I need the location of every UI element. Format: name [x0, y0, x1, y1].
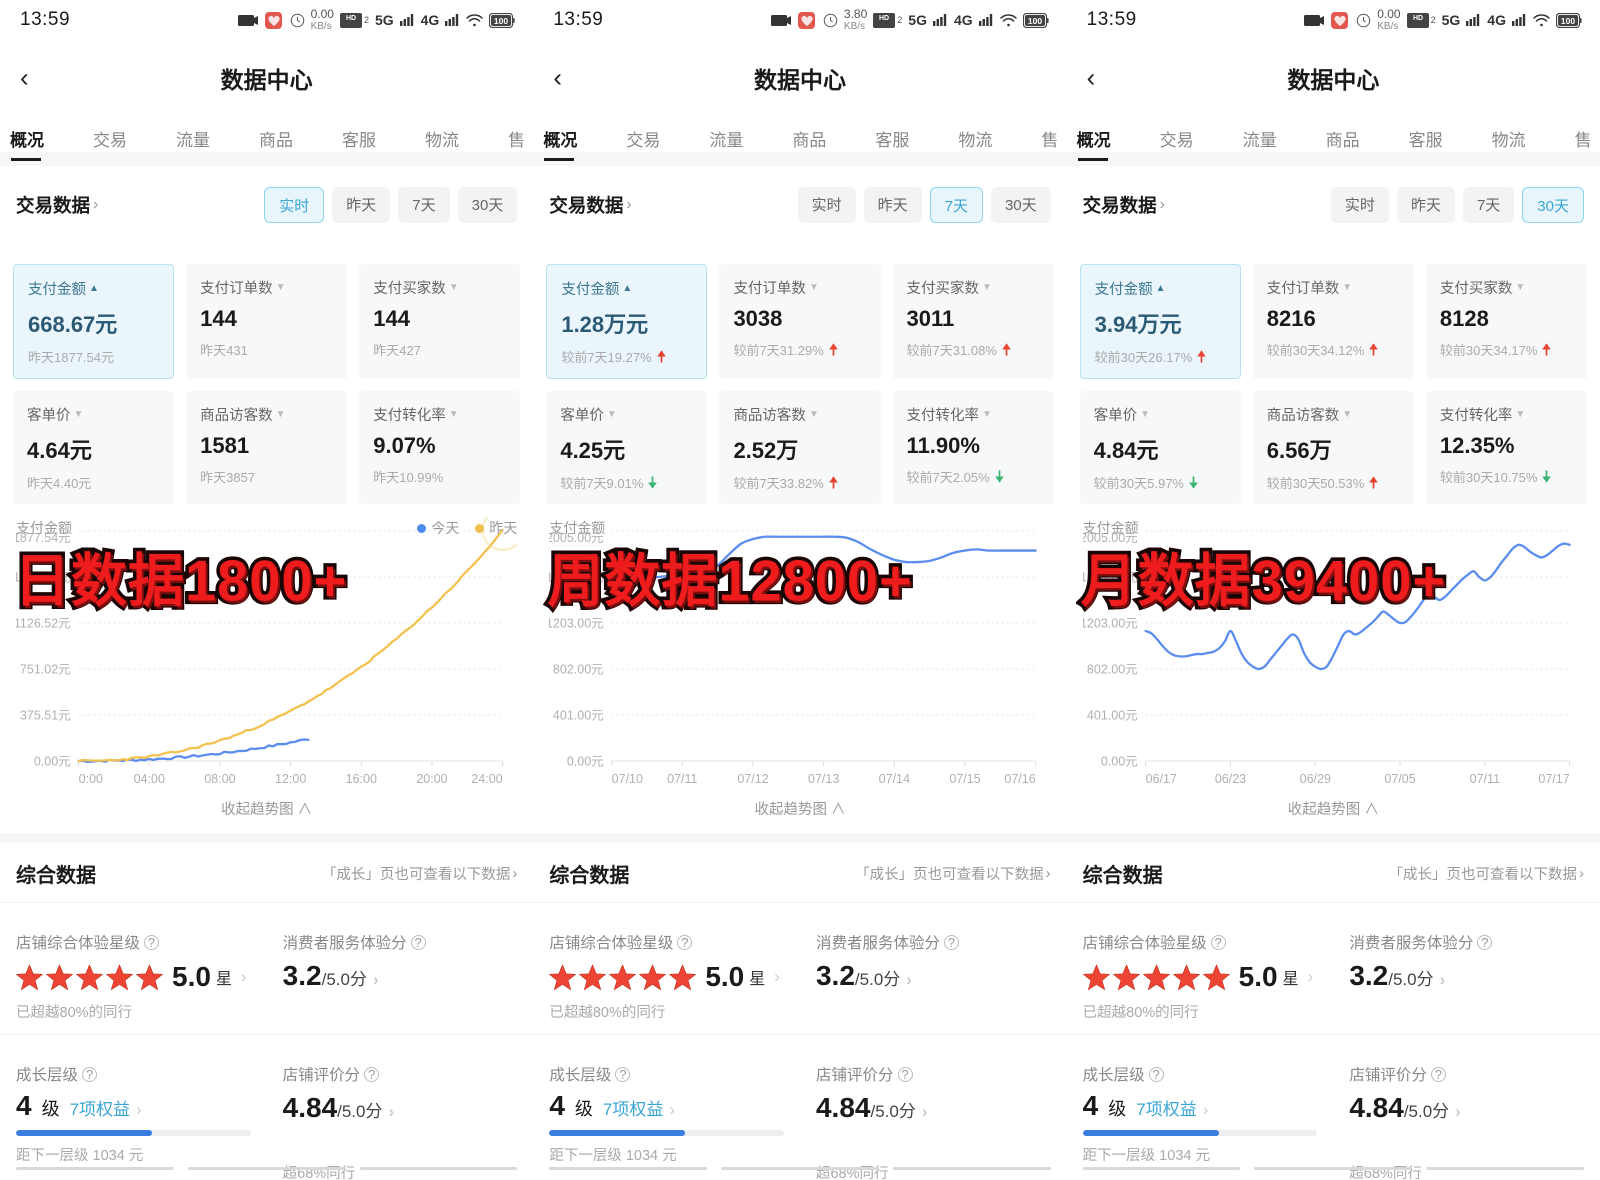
svg-text:1203.00元: 1203.00元 [549, 617, 604, 631]
svg-text:16:00: 16:00 [346, 772, 377, 786]
svg-text:0.00元: 0.00元 [567, 755, 604, 769]
svg-text:HD: HD [346, 15, 356, 22]
svg-text:802.00元: 802.00元 [553, 663, 604, 677]
svg-text:HD: HD [1413, 15, 1423, 22]
svg-text:HD: HD [879, 15, 889, 22]
svg-text:07/17: 07/17 [1538, 772, 1569, 786]
svg-text:0.00元: 0.00元 [34, 755, 71, 769]
svg-text:1: 1 [356, 19, 361, 28]
svg-text:07/11: 07/11 [1469, 772, 1499, 786]
svg-text:1: 1 [889, 19, 894, 28]
svg-text:401.00元: 401.00元 [1087, 709, 1138, 723]
svg-text:07/13: 07/13 [808, 772, 839, 786]
svg-text:401.00元: 401.00元 [553, 709, 604, 723]
svg-text:751.02元: 751.02元 [20, 663, 71, 677]
svg-text:100: 100 [494, 16, 508, 26]
svg-text:07/05: 07/05 [1384, 772, 1415, 786]
svg-text:0.00元: 0.00元 [1100, 755, 1137, 769]
svg-text:20:00: 20:00 [416, 772, 447, 786]
svg-text:1126.52元: 1126.52元 [16, 617, 71, 631]
svg-text:100: 100 [1561, 16, 1575, 26]
svg-text:07/12: 07/12 [738, 772, 769, 786]
svg-text:12:00: 12:00 [275, 772, 306, 786]
svg-text:07/16: 07/16 [1005, 772, 1036, 786]
svg-text:100: 100 [1028, 16, 1042, 26]
svg-text:24:00: 24:00 [471, 772, 502, 786]
svg-text:1: 1 [1422, 19, 1427, 28]
svg-text:08:00: 08:00 [204, 772, 235, 786]
svg-text:1203.00元: 1203.00元 [1083, 617, 1138, 631]
svg-text:0:00: 0:00 [79, 772, 103, 786]
svg-text:07/11: 07/11 [667, 772, 697, 786]
svg-text:802.00元: 802.00元 [1087, 663, 1138, 677]
svg-text:06/23: 06/23 [1214, 772, 1245, 786]
svg-text:04:00: 04:00 [134, 772, 165, 786]
svg-text:06/29: 06/29 [1299, 772, 1330, 786]
svg-text:375.51元: 375.51元 [20, 709, 71, 723]
svg-text:07/14: 07/14 [879, 772, 910, 786]
svg-text:07/15: 07/15 [950, 772, 981, 786]
svg-text:06/17: 06/17 [1145, 772, 1176, 786]
svg-text:07/10: 07/10 [612, 772, 643, 786]
